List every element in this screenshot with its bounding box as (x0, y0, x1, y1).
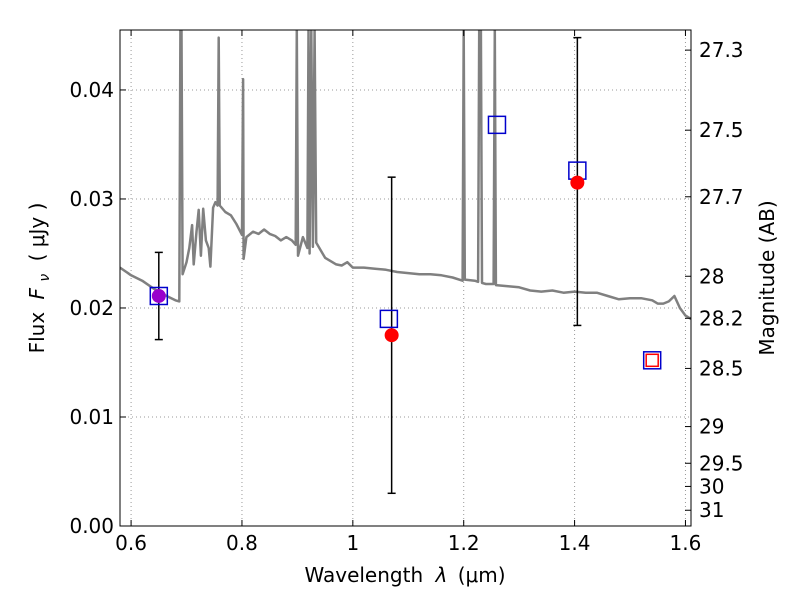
observed-point (384, 328, 399, 343)
x-tick-label: 0.8 (226, 531, 258, 555)
observed-point (151, 288, 166, 303)
x-axis-label: Wavelength λ (μm) (304, 563, 505, 587)
magnitude-axis-label: Magnitude (AB) (755, 200, 779, 355)
magnitude-tick-label: 27.5 (699, 118, 744, 142)
grid (120, 30, 691, 527)
model-point (149, 286, 169, 306)
y-tick-label: 0.02 (69, 296, 114, 320)
magnitude-tick-label: 31 (699, 498, 724, 522)
x-axis: 0.6 0.8 1 1.2 1.4 1.6 (115, 30, 701, 555)
y-tick-label: 0.04 (69, 78, 114, 102)
magnitude-tick-label: 27.7 (699, 185, 744, 209)
x-tick-label: 1 (346, 531, 359, 555)
model-points-layer (149, 115, 662, 370)
x-tick-label: 1.4 (559, 531, 591, 555)
model-point (642, 351, 662, 370)
model-point-inner (645, 353, 659, 368)
magnitude-tick-label: 28.2 (699, 306, 744, 330)
y-axis: 0.00 0.01 0.02 0.03 0.04 (69, 78, 126, 538)
x-tick-label: 0.6 (115, 531, 147, 555)
magnitude-tick-label: 30 (699, 474, 724, 498)
x-tick-label: 1.2 (448, 531, 480, 555)
y-tick-label: 0.03 (69, 187, 114, 211)
magnitude-tick-label: 27.3 (699, 38, 744, 62)
magnitude-tick-label: 29.5 (699, 451, 744, 475)
y-axis-label: Flux F ν ( μJy ) (25, 203, 54, 354)
sed-model-layer (120, 30, 691, 320)
model-point (487, 115, 507, 135)
y-tick-label: 0.01 (69, 405, 114, 429)
model-point (379, 309, 399, 329)
observed-point (570, 175, 585, 190)
magnitude-tick-label: 28.5 (699, 356, 744, 380)
magnitude-tick-label: 28 (699, 264, 724, 288)
magnitude-tick-label: 29 (699, 415, 724, 439)
y-tick-label: 0.00 (69, 514, 114, 538)
sed-model-curve (120, 30, 691, 320)
observed-points-layer (151, 175, 585, 343)
x-tick-label: 1.6 (670, 531, 702, 555)
plot-frame (119, 29, 692, 527)
